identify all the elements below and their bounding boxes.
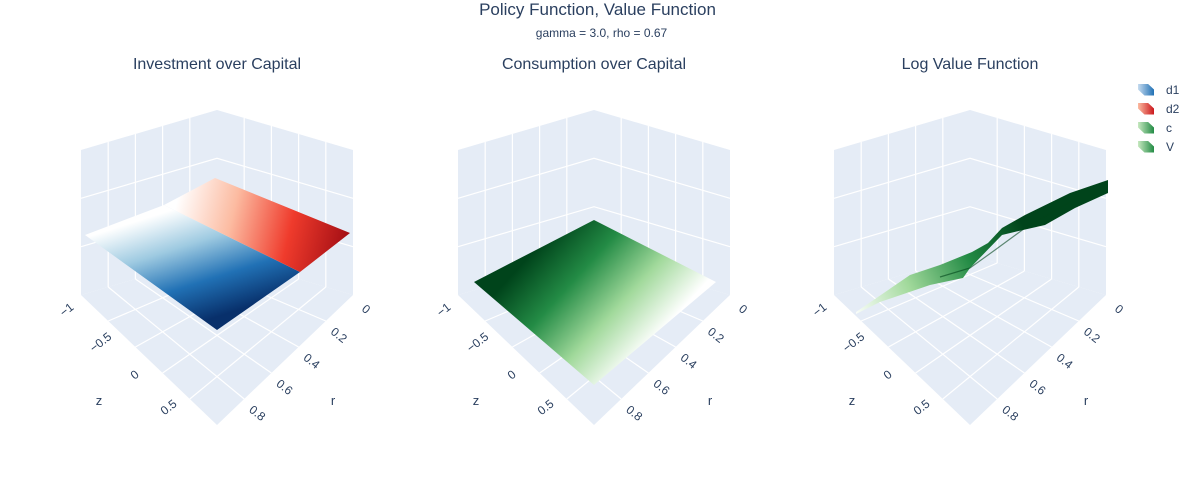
z-axis-label: z xyxy=(96,393,103,408)
r-tick-label: 0.8 xyxy=(623,402,645,424)
r-tick-label: 0 xyxy=(359,302,373,317)
r-tick-label: 0.8 xyxy=(246,402,268,424)
z-tick-label: 0.5 xyxy=(911,396,933,418)
r-tick-label: 0.6 xyxy=(274,376,296,398)
scene-investment[interactable]: Investment over Capital −1 −0.5 0 0.5 0 0.2 0.… xyxy=(57,50,373,440)
z-tick-label: −0.5 xyxy=(87,329,115,355)
z-tick-label: 0 xyxy=(128,367,142,382)
grid-line xyxy=(833,157,1107,199)
r-tick-label: 0 xyxy=(1112,302,1126,317)
scene-value-function[interactable]: Log Value Function −1 −0.5 0 0.5 0 0.2 0.4 0.6 0… xyxy=(810,50,1126,440)
chart-title: Policy Function, Value Function xyxy=(479,0,716,19)
legend-swatch-V xyxy=(1138,140,1154,153)
z-tick-label: −1 xyxy=(434,300,454,320)
grid-lines xyxy=(833,118,1107,400)
subplot-title-investment: Investment over Capital xyxy=(132,56,302,73)
r-tick-label: 0.8 xyxy=(999,402,1021,424)
left-wall xyxy=(834,110,970,295)
scene-box xyxy=(834,110,1106,425)
legend-item-c[interactable]: c xyxy=(1138,118,1198,137)
z-tick-label: −1 xyxy=(57,300,77,320)
z-tick-label: 0 xyxy=(881,367,895,382)
scene-investment-svg[interactable]: −1 −0.5 0 0.5 0 0.20.40.6 0.8 z r xyxy=(57,50,373,440)
r-tick-label: 0.2 xyxy=(328,324,350,346)
r-tick-label: 0.2 xyxy=(705,324,727,346)
grid-line xyxy=(457,157,731,199)
legend-label-V: V xyxy=(1166,139,1175,154)
z-axis-label: z xyxy=(849,393,856,408)
legend-item-d2[interactable]: d2 xyxy=(1138,99,1198,118)
legend-swatch-d1 xyxy=(1138,83,1154,96)
grid-line xyxy=(80,157,354,199)
floor xyxy=(81,255,353,425)
r-axis-label: r xyxy=(1084,393,1089,408)
grid-line xyxy=(189,286,327,400)
legend: d1 d2 c V xyxy=(1138,80,1198,156)
legend-label-d1: d1 xyxy=(1166,82,1180,97)
subplot-title-value: Log Value Function xyxy=(901,56,1039,73)
z-tick-label: 0.5 xyxy=(158,396,180,418)
r-tick-label: 0 xyxy=(736,302,750,317)
grid-line xyxy=(860,286,998,400)
grid-line xyxy=(915,278,1052,374)
chart-subtitle: gamma = 3.0, rho = 0.67 xyxy=(535,26,668,40)
r-tick-label: 0.4 xyxy=(1054,350,1076,372)
legend-swatch-d2 xyxy=(1138,102,1154,115)
z-tick-label: 0.5 xyxy=(535,396,557,418)
z-tick-label: −0.5 xyxy=(840,329,868,355)
surface-c[interactable] xyxy=(474,220,716,385)
legend-label-d2: d2 xyxy=(1166,101,1180,116)
r-tick-label: 0.4 xyxy=(301,350,323,372)
r-tick-label: 0.6 xyxy=(1027,376,1049,398)
legend-label-c: c xyxy=(1166,120,1172,135)
r-tick-label: 0.4 xyxy=(678,350,700,372)
scene-consumption-svg[interactable]: −1 −0.5 0 0.5 0 0.20.40.6 0.8 z r xyxy=(434,50,750,440)
surface-d2[interactable] xyxy=(164,178,350,272)
grid-line xyxy=(162,278,299,374)
legend-item-d1[interactable]: d1 xyxy=(1138,80,1198,99)
grid-line xyxy=(833,206,1107,248)
surface-d1[interactable] xyxy=(85,205,300,330)
grid-line xyxy=(457,206,731,248)
subplot-title-consumption: Consumption over Capital xyxy=(501,56,687,73)
legend-item-V[interactable]: V xyxy=(1138,137,1198,156)
r-tick-label: 0.6 xyxy=(651,376,673,398)
grid-line xyxy=(915,270,1052,348)
grid-line xyxy=(107,286,245,400)
grid-line xyxy=(888,270,1025,348)
surface-V[interactable] xyxy=(856,180,1108,314)
r-tick-label: 0.2 xyxy=(1081,324,1103,346)
r-axis-label: r xyxy=(331,393,336,408)
floor xyxy=(834,255,1106,425)
grid-line xyxy=(888,278,1025,374)
scene-consumption[interactable]: Consumption over Capital −1 −0.5 0 0.5 0 0.2 0… xyxy=(434,50,750,440)
right-wall xyxy=(970,110,1106,295)
z-axis-label: z xyxy=(473,393,480,408)
scene-value-svg[interactable]: −1 −0.5 0 0.5 0 0.20.40.6 0.8 z r xyxy=(810,50,1126,440)
grid-line xyxy=(942,286,1080,400)
z-tick-label: −1 xyxy=(810,300,830,320)
grid-line xyxy=(135,278,272,374)
grid-line xyxy=(860,262,998,322)
z-tick-label: −0.5 xyxy=(464,329,492,355)
legend-swatch-c xyxy=(1138,121,1154,134)
surface-V-fold xyxy=(939,201,1071,278)
z-tick-label: 0 xyxy=(505,367,519,382)
r-axis-label: r xyxy=(708,393,713,408)
